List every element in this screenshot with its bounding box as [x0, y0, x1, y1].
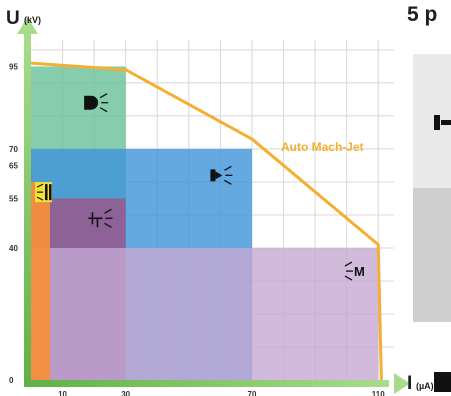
region-cartridge — [31, 181, 50, 380]
cartridge-icon — [35, 182, 53, 203]
x-tick-label: 70 — [248, 390, 257, 396]
y-axis-bar — [24, 30, 31, 387]
x-axis-unit: (µA) — [416, 381, 434, 391]
y-tick-label: 70 — [9, 145, 18, 154]
icon-ray — [104, 222, 112, 228]
wide-nozzle-icon — [434, 372, 451, 392]
x-tick-label: 30 — [121, 390, 130, 396]
y-axis-unit: (kV) — [24, 15, 41, 25]
y-tick-label: 40 — [9, 244, 18, 253]
icon-body — [84, 95, 99, 110]
regions — [31, 66, 379, 380]
icon-ray — [104, 208, 112, 214]
icon-background — [35, 182, 53, 203]
y-axis-arrow — [17, 17, 38, 34]
icon-ray — [344, 261, 353, 267]
side-panel-top-cell[interactable] — [413, 54, 451, 188]
y-tick-label: 65 — [9, 161, 18, 170]
icon-tip — [215, 171, 223, 180]
side-panel — [413, 54, 451, 392]
nozzle-m-letter: M — [354, 264, 365, 279]
x-axis-arrow — [394, 373, 410, 394]
side-panel-title: 5 p — [407, 3, 438, 26]
icon-ray — [36, 183, 44, 188]
icon-ray — [344, 275, 353, 281]
x-tick-label: 10 — [58, 390, 67, 396]
y-tick-label: 55 — [9, 194, 18, 203]
icon-bar — [45, 184, 48, 201]
icon-ray — [36, 196, 44, 201]
icon-bar — [49, 184, 52, 201]
nozzle-wide-icon — [84, 93, 109, 113]
manual-gun-icon — [88, 208, 113, 228]
icon-ray — [224, 165, 232, 171]
region-icons: M — [35, 93, 365, 281]
series-label-auto-mach-jet: Auto Mach-Jet — [281, 140, 364, 154]
curve-layer: Auto Mach-Jet — [30, 61, 383, 381]
x-tick-label: 110 — [372, 390, 385, 396]
icon-ray — [99, 93, 108, 99]
y-axis-label: U — [6, 8, 20, 29]
icon-ray — [99, 107, 108, 113]
series-line-auto-mach-jet — [30, 61, 383, 381]
x-axis-bar — [24, 380, 389, 387]
icon-ray — [224, 179, 232, 185]
x-axis-label: I — [407, 373, 412, 394]
axes — [17, 17, 410, 394]
y-tick-label: 0 — [9, 376, 14, 385]
icon-body — [210, 169, 216, 182]
region-nozzle-m — [31, 247, 379, 380]
side-panel-bottom-cell[interactable] — [413, 188, 451, 392]
nozzle-m-icon: M — [344, 261, 365, 281]
jet-nozzle-icon-tip — [441, 120, 451, 125]
tick-labels: 0 40 55 65 70 95 10 30 70 110 — [9, 62, 385, 396]
y-tick-label: 95 — [9, 62, 18, 71]
jet-nozzle-icon — [434, 115, 440, 130]
nozzle-jet-icon — [210, 165, 233, 185]
